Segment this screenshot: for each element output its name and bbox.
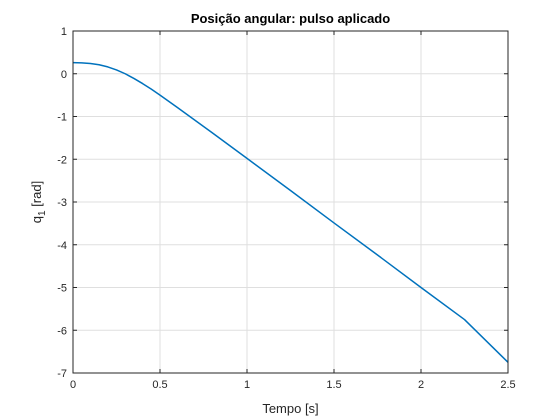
x-tick-label: 0.5 bbox=[152, 379, 167, 391]
series-line-0 bbox=[72, 61, 509, 363]
y-axis-label-subscript: 1 bbox=[37, 210, 48, 216]
x-tick-label: 2.5 bbox=[500, 379, 515, 391]
x-tick-labels: 0 0.5 1 1.5 2 2.5 bbox=[70, 379, 516, 391]
x-tick-label: 0 bbox=[70, 379, 76, 391]
y-tick-label: -7 bbox=[57, 368, 67, 380]
y-tick-label: 0 bbox=[61, 69, 67, 81]
y-tick-labels: 1 0 -1 -2 -3 -4 -5 -6 -7 bbox=[57, 26, 67, 380]
y-tick-label: -6 bbox=[57, 325, 67, 337]
y-axis-label-base: q bbox=[29, 216, 44, 223]
y-tick-label: 1 bbox=[61, 26, 67, 38]
axis-ticks bbox=[72, 30, 509, 374]
y-tick-label: -4 bbox=[57, 240, 67, 252]
y-tick-label: -3 bbox=[57, 197, 67, 209]
series-layer bbox=[72, 61, 509, 363]
y-axis-label: q1 [rad] bbox=[29, 181, 48, 223]
x-axis-label: Tempo [s] bbox=[262, 401, 318, 416]
y-tick-label: -2 bbox=[57, 154, 67, 166]
x-tick-label: 2 bbox=[418, 379, 424, 391]
y-tick-label: -1 bbox=[57, 112, 67, 124]
chart-title: Posição angular: pulso aplicado bbox=[191, 11, 390, 26]
y-axis-label-unit: [rad] bbox=[29, 181, 44, 211]
y-tick-label: -5 bbox=[57, 283, 67, 295]
x-tick-label: 1 bbox=[244, 379, 250, 391]
x-tick-label: 1.5 bbox=[326, 379, 341, 391]
